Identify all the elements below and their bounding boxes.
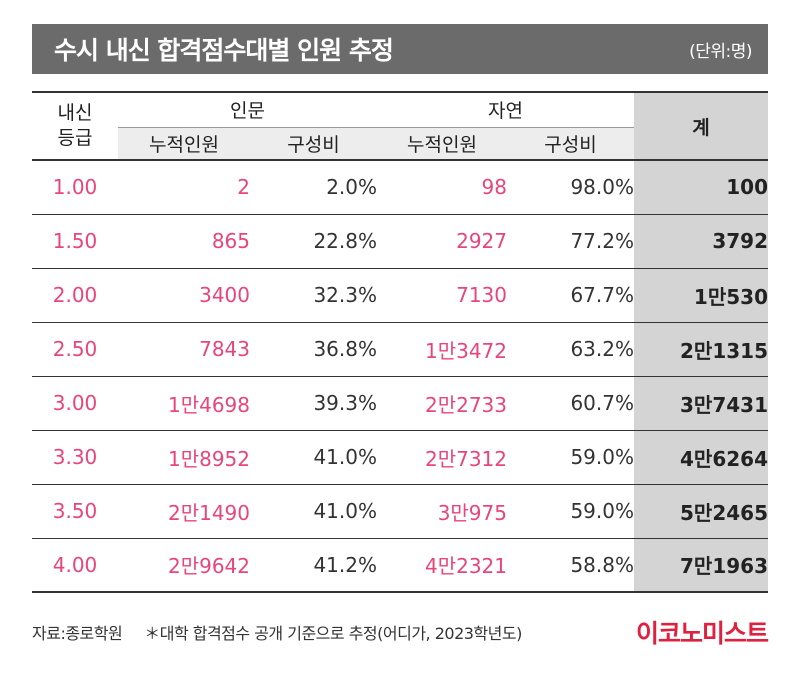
table-row: 3.30 1만8952 41.0% 2만7312 59.0% 4만6264 [32,430,768,485]
sci-ratio-cell: 59.0% [507,430,634,485]
humanities-header: 인문 [118,91,377,128]
hum-ratio-cell: 32.3% [250,268,377,323]
sci-count-cell: 4만2321 [377,538,507,593]
hum-count-cell: 2 [118,160,250,215]
hum-ratio-cell: 2.0% [250,160,377,215]
sci-count-cell: 2927 [377,214,507,269]
sci-count-cell: 7130 [377,268,507,323]
table-row: 4.00 2만9642 41.2% 4만2321 58.8% 7만1963 [32,538,768,593]
total-cell: 100 [634,160,768,215]
sci-count-cell: 2만7312 [377,430,507,485]
hum-count-cell: 2만9642 [118,538,250,593]
total-cell: 7만1963 [634,538,768,593]
total-cell: 3만7431 [634,376,768,431]
footer-notes: 자료:종로학원 ＊대학 합격점수 공개 기준으로 추정(어디가, 2023학년도… [32,620,522,644]
sci-ratio-cell: 58.8% [507,538,634,593]
sci-ratio-header: 구성비 [507,127,634,161]
method-note: ＊대학 합격점수 공개 기준으로 추정(어디가, 2023학년도) [144,624,522,643]
table-row: 2.00 3400 32.3% 7130 67.7% 1만530 [32,268,768,323]
footer: 자료:종로학원 ＊대학 합격점수 공개 기준으로 추정(어디가, 2023학년도… [32,614,769,650]
table-row: 1.00 2 2.0% 98 98.0% 100 [32,160,768,215]
unit-label: (단위:명) [689,41,752,62]
table-row: 1.50 865 22.8% 2927 77.2% 3792 [32,214,768,269]
total-cell: 1만530 [634,268,768,323]
hum-ratio-cell: 22.8% [250,214,377,269]
grade-cell: 2.50 [32,322,118,377]
sci-ratio-cell: 59.0% [507,484,634,539]
grade-cell: 3.50 [32,484,118,539]
grade-cell: 2.00 [32,268,118,323]
total-cell: 3792 [634,214,768,269]
grade-cell: 3.30 [32,430,118,485]
science-header: 자연 [377,91,634,128]
table-row: 2.50 7843 36.8% 1만3472 63.2% 2만1315 [32,322,768,377]
grade-header-line2: 등급 [57,127,93,149]
total-cell: 5만2465 [634,484,768,539]
title-bar: 수시 내신 합격점수대별 인원 추정 (단위:명) [32,24,768,74]
sci-count-cell: 98 [377,160,507,215]
hum-count-cell: 3400 [118,268,250,323]
sci-count-cell: 3만975 [377,484,507,539]
publisher-logo: 이코노미스트 [635,619,769,648]
sci-ratio-cell: 63.2% [507,322,634,377]
hum-ratio-cell: 41.0% [250,430,377,485]
total-header: 계 [634,91,768,161]
hum-count-cell: 1만4698 [118,376,250,431]
hum-count-cell: 1만8952 [118,430,250,485]
grade-cell: 1.00 [32,160,118,215]
grade-cell: 4.00 [32,538,118,593]
grade-header: 내신 등급 [32,91,118,161]
sci-ratio-cell: 98.0% [507,160,634,215]
hum-ratio-cell: 39.3% [250,376,377,431]
sci-ratio-cell: 67.7% [507,268,634,323]
grade-cell: 1.50 [32,214,118,269]
total-cell: 4만6264 [634,430,768,485]
sci-count-cell: 2만2733 [377,376,507,431]
data-table: 내신 등급 인문 자연 계 누적인원 구성비 누적인원 구성비 1.00 2 2… [32,91,768,593]
hum-count-cell: 7843 [118,322,250,377]
grade-header-line1: 내신 [57,102,93,125]
hum-ratio-header: 구성비 [250,127,377,161]
hum-ratio-cell: 41.2% [250,538,377,593]
hum-ratio-cell: 41.0% [250,484,377,539]
header-row-1: 내신 등급 인문 자연 계 [32,91,768,161]
total-cell: 2만1315 [634,322,768,377]
table-row: 3.00 1만4698 39.3% 2만2733 60.7% 3만7431 [32,376,768,431]
table-row: 3.50 2만1490 41.0% 3만975 59.0% 5만2465 [32,484,768,539]
hum-count-cell: 865 [118,214,250,269]
sci-cumulative-header: 누적인원 [377,127,507,161]
header-row-2: 누적인원 구성비 누적인원 구성비 [32,127,768,161]
sci-ratio-cell: 60.7% [507,376,634,431]
hum-cumulative-header: 누적인원 [118,127,250,161]
page-title: 수시 내신 합격점수대별 인원 추정 [54,36,394,65]
grade-cell: 3.00 [32,376,118,431]
source-note: 자료:종로학원 [32,624,123,643]
hum-count-cell: 2만1490 [118,484,250,539]
sci-ratio-cell: 77.2% [507,214,634,269]
sci-count-cell: 1만3472 [377,322,507,377]
hum-ratio-cell: 36.8% [250,322,377,377]
